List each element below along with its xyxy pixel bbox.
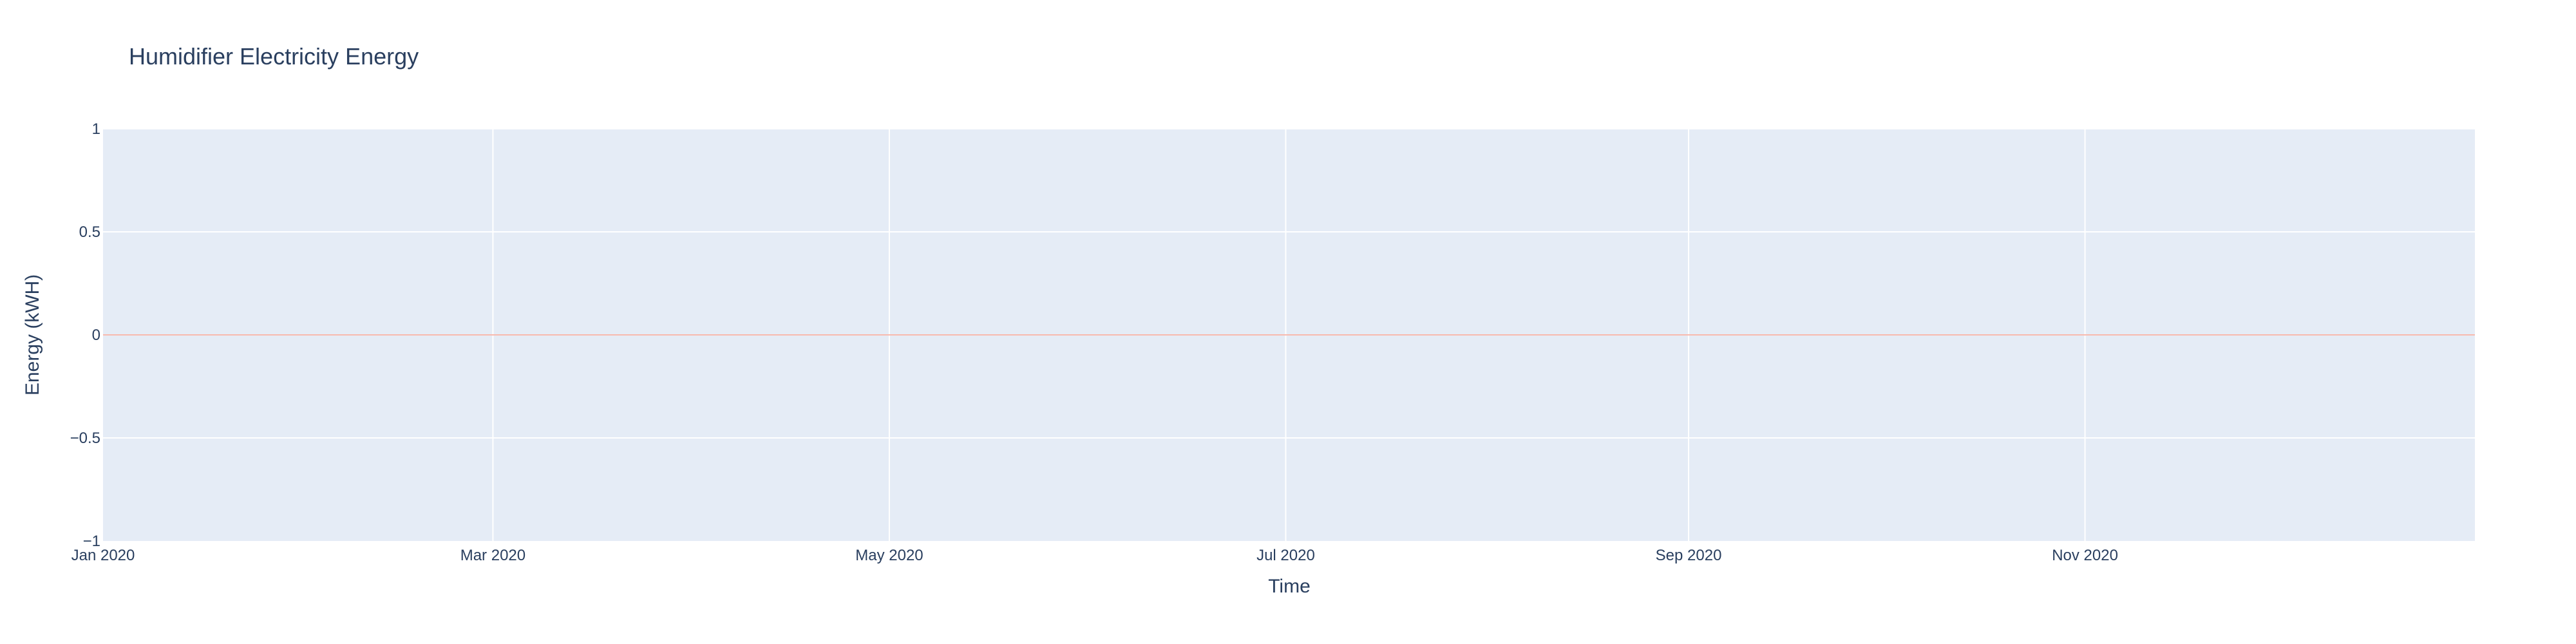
chart-title: Humidifier Electricity Energy: [129, 43, 419, 70]
y-tick-label: 0.5: [79, 223, 100, 241]
x-tick-label: Sep 2020: [1656, 547, 1722, 564]
x-tick-label: Jan 2020: [71, 547, 135, 564]
y-tick-label: 1: [92, 120, 100, 138]
y-tick-label: −1: [83, 533, 100, 550]
x-tick-label: Jul 2020: [1256, 547, 1315, 564]
y-tick-label: −0.5: [70, 430, 100, 447]
y-axis-ticks: 1 0.5 0 −0.5 −1: [70, 120, 100, 550]
x-tick-label: May 2020: [855, 547, 923, 564]
x-tick-label: Nov 2020: [2052, 547, 2118, 564]
x-tick-label: Mar 2020: [460, 547, 526, 564]
x-axis-title: Time: [1268, 576, 1311, 597]
y-axis-title: Energy (kWH): [22, 274, 43, 395]
y-tick-label: 0: [92, 327, 100, 344]
x-axis-ticks: Jan 2020 Mar 2020 May 2020 Jul 2020 Sep 2020…: [71, 547, 2118, 564]
